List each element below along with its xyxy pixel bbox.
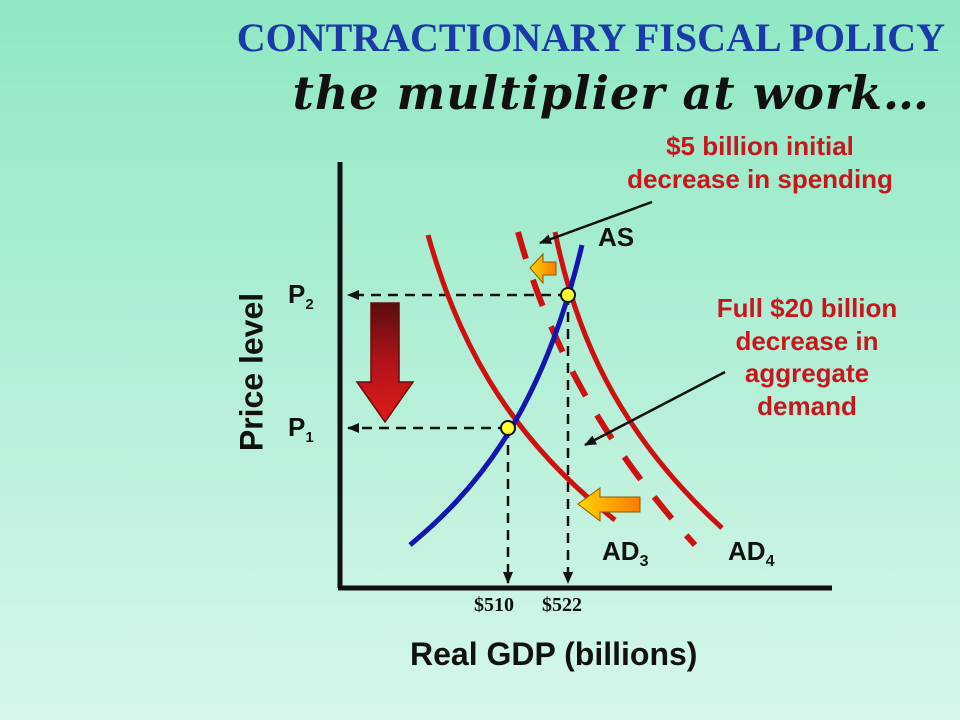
initial-decrease-line-1: $5 billion initial	[666, 131, 854, 161]
ad4-curve-label: AD4	[728, 536, 774, 571]
p2-label-sub: 2	[305, 296, 314, 314]
as-curve	[408, 244, 585, 547]
ad3-label-sub: 3	[639, 553, 649, 571]
gdp-tick-522: $522	[542, 594, 582, 616]
full-decrease-pointer	[584, 370, 726, 447]
ad4-curve	[552, 231, 724, 530]
price-decrease-arrow	[355, 302, 415, 424]
p1-label-sub: 1	[305, 429, 314, 447]
full-decrease-line-3: aggregate	[744, 358, 870, 388]
initial-decrease-pointer	[539, 200, 653, 245]
p2-label-base: P	[288, 279, 306, 309]
small-shift-left-arrow	[529, 252, 557, 285]
x-axis-label: Real GDP (billions)	[410, 636, 698, 672]
initial-decrease-line-2: decrease in spending	[627, 163, 893, 194]
ad4-label-sub: 4	[765, 553, 775, 571]
p2-label: P2	[288, 279, 314, 313]
p1-label: P1	[288, 412, 314, 446]
ad4-label-base: AD	[728, 536, 766, 566]
ad-intermediate-dashed-curve	[515, 231, 698, 548]
gdp-tick-510: $510	[474, 594, 514, 616]
p1-label-base: P	[288, 412, 306, 442]
full-decrease-note: Full $20 billion decrease in aggregate d…	[672, 292, 942, 422]
ad3-label-base: AD	[602, 536, 640, 566]
slide-title: CONTRACTIONARY FISCAL POLICY	[236, 15, 945, 60]
ad3-curve	[425, 234, 617, 522]
equilibrium-point-new	[500, 420, 516, 436]
initial-decrease-note: $5 billion initial decrease in spending	[575, 130, 945, 195]
y-axis-label: Price level	[233, 292, 270, 452]
equilibrium-point-original	[560, 287, 576, 303]
full-decrease-line-1: Full $20 billion	[716, 293, 898, 323]
full-decrease-line-2: decrease in	[735, 325, 879, 356]
slide-subtitle: the multiplier at work…	[292, 66, 930, 120]
ad3-curve-label: AD3	[602, 536, 648, 571]
as-curve-label: AS	[598, 222, 635, 252]
full-shift-left-arrow	[577, 487, 641, 523]
full-decrease-line-4: demand	[757, 390, 857, 421]
